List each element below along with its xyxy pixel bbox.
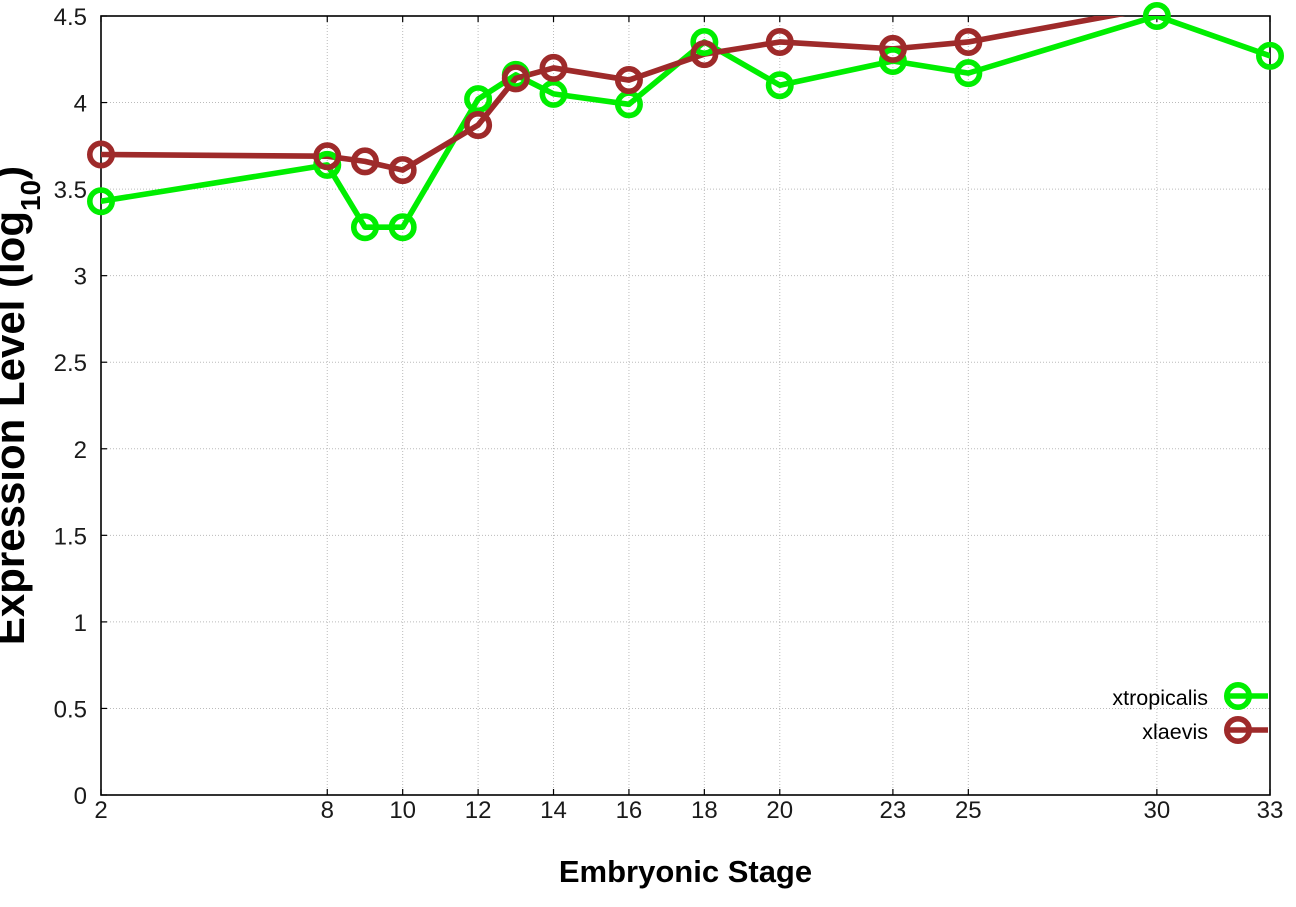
svg-text:Embryonic Stage: Embryonic Stage xyxy=(559,854,812,889)
svg-text:30: 30 xyxy=(1144,797,1171,824)
svg-text:0: 0 xyxy=(74,783,87,810)
svg-text:1.5: 1.5 xyxy=(54,523,87,550)
svg-text:2: 2 xyxy=(94,797,107,824)
svg-text:3: 3 xyxy=(74,264,87,291)
svg-text:4.5: 4.5 xyxy=(54,4,87,31)
svg-text:xtropicalis: xtropicalis xyxy=(1112,686,1208,710)
svg-text:2.5: 2.5 xyxy=(54,350,87,377)
svg-text:25: 25 xyxy=(955,797,982,824)
svg-text:2: 2 xyxy=(74,437,87,464)
svg-text:10: 10 xyxy=(389,797,416,824)
svg-text:20: 20 xyxy=(766,797,793,824)
svg-text:1: 1 xyxy=(74,610,87,637)
svg-text:0.5: 0.5 xyxy=(54,696,87,723)
svg-text:Expression Level (log10): Expression Level (log10) xyxy=(0,166,46,645)
svg-text:16: 16 xyxy=(616,797,643,824)
svg-text:14: 14 xyxy=(540,797,567,824)
svg-text:8: 8 xyxy=(321,797,334,824)
svg-text:xlaevis: xlaevis xyxy=(1142,720,1208,744)
svg-text:12: 12 xyxy=(465,797,492,824)
svg-text:23: 23 xyxy=(880,797,907,824)
svg-text:4: 4 xyxy=(74,91,87,118)
svg-text:33: 33 xyxy=(1257,797,1284,824)
svg-text:3.5: 3.5 xyxy=(54,177,87,204)
svg-text:18: 18 xyxy=(691,797,718,824)
